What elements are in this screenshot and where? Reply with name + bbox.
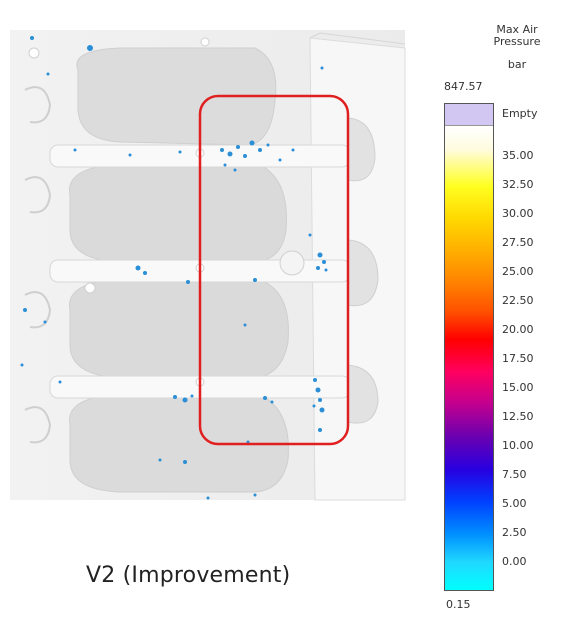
legend-tick: 0.00 (502, 555, 527, 568)
legend-tick: 7.50 (502, 468, 527, 481)
legend-tick: 5.00 (502, 497, 527, 510)
engine-block-render (10, 30, 406, 501)
legend-tick: 22.50 (502, 294, 534, 307)
legend-tick: 12.50 (502, 410, 534, 423)
empty-swatch (445, 104, 493, 126)
legend-tick: 15.00 (502, 381, 534, 394)
cylinder-bores (69, 47, 289, 493)
legend-tick: 30.00 (502, 207, 534, 220)
legend-title-line2: Pressure (493, 35, 541, 48)
air-pressure-spots (20, 36, 328, 500)
color-legend: Max Air Pressure bar 847.57 Empty 35.00 … (420, 0, 562, 627)
colorbar (444, 103, 494, 591)
legend-tick: 17.50 (502, 352, 534, 365)
legend-tick: 2.50 (502, 526, 527, 539)
legend-unit: bar (507, 58, 527, 71)
side-features (28, 37, 379, 424)
legend-tick: 10.00 (502, 439, 534, 452)
legend-tick: 20.00 (502, 323, 534, 336)
legend-tick: 32.50 (502, 178, 534, 191)
legend-tick: 27.50 (502, 236, 534, 249)
highlight-box (198, 94, 350, 446)
caption: V2 (Improvement) (86, 563, 291, 588)
left-hooks (24, 86, 52, 444)
legend-max-value: 847.57 (444, 80, 483, 93)
legend-title-line1: Max Air (496, 23, 538, 36)
simulation-view (10, 30, 420, 505)
legend-empty-label: Empty (502, 107, 538, 120)
colorbar-gradient (445, 126, 493, 590)
legend-tick: 25.00 (502, 265, 534, 278)
legend-min-value: 0.15 (446, 598, 471, 611)
legend-tick: 35.00 (502, 149, 534, 162)
